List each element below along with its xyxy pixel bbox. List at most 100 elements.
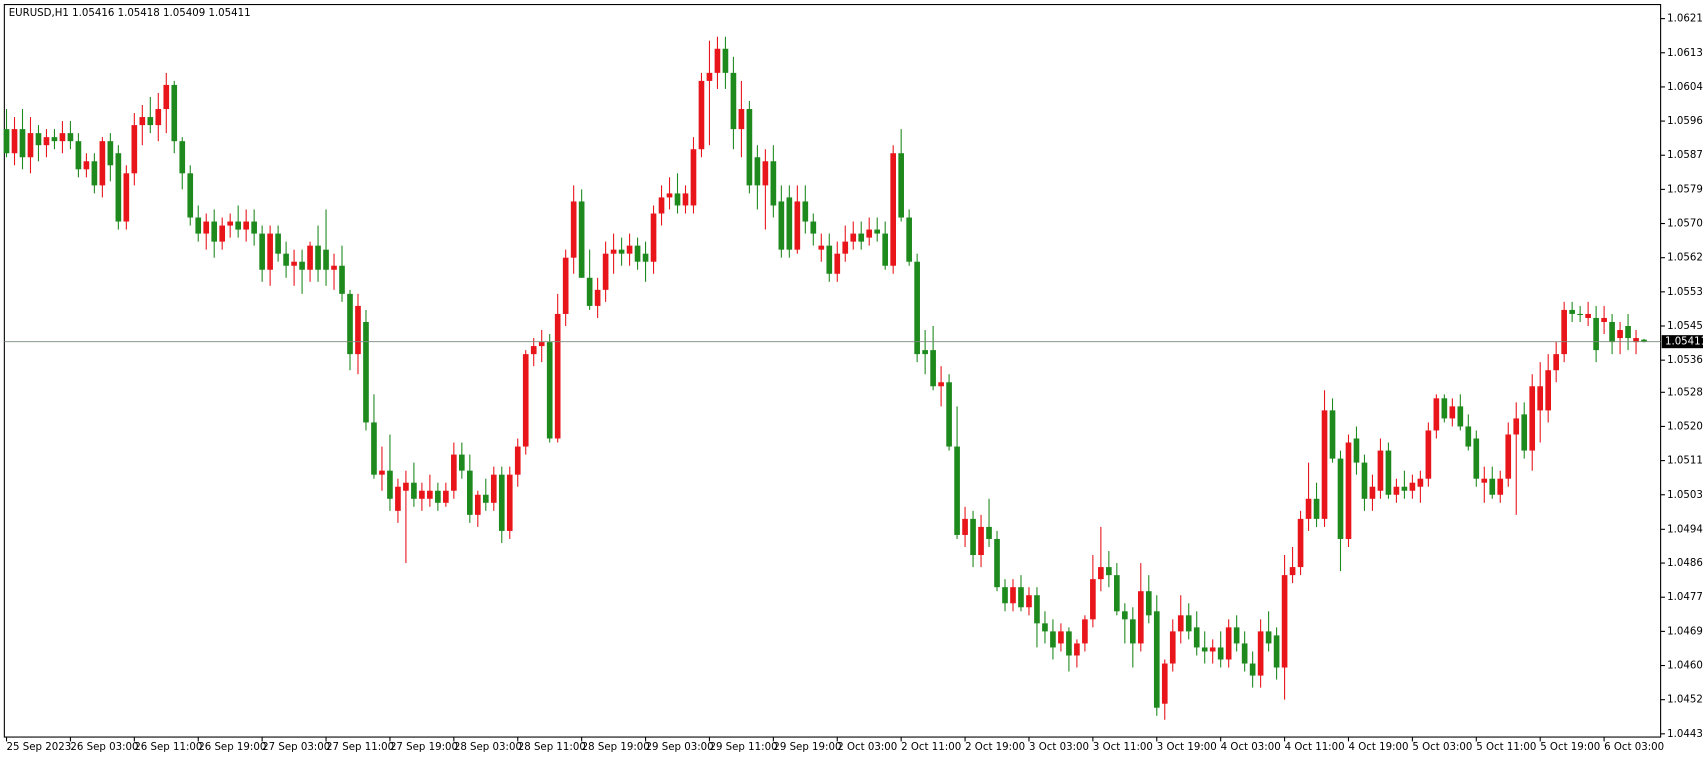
y-tick-label: 1.05450 xyxy=(1667,321,1703,332)
candle-body xyxy=(1265,631,1272,644)
candle-body xyxy=(235,221,241,230)
candle-body xyxy=(1489,478,1496,495)
candle-body xyxy=(1537,386,1544,411)
candle-body xyxy=(962,518,968,535)
candle-body xyxy=(1393,486,1400,495)
candle-body xyxy=(1106,567,1112,576)
candle-body xyxy=(1066,631,1072,656)
candle-body xyxy=(147,117,154,126)
candle-body xyxy=(1641,339,1647,342)
candle-body xyxy=(411,482,417,499)
candle-body xyxy=(107,141,114,166)
candle-body xyxy=(1609,321,1615,343)
candle-body xyxy=(762,161,769,186)
candle-body xyxy=(59,133,66,142)
candle-body xyxy=(1114,575,1120,612)
candle-body xyxy=(650,213,657,262)
candle-body xyxy=(714,48,721,73)
candle-body xyxy=(466,470,473,515)
candle-body xyxy=(219,225,226,242)
candle-body xyxy=(810,221,817,234)
x-tick-label: 28 Sep 19:00 xyxy=(582,742,650,753)
candle-body xyxy=(355,305,361,355)
candle-body xyxy=(514,446,521,475)
candle-body xyxy=(203,221,210,234)
candle-body xyxy=(1209,647,1216,652)
candle-body xyxy=(1010,587,1016,604)
plot-frame xyxy=(3,4,1662,738)
candle-body xyxy=(379,470,385,475)
y-tick-label: 1.04605 xyxy=(1667,661,1703,672)
candle-body xyxy=(339,265,345,294)
x-tick-label: 29 Sep 03:00 xyxy=(646,742,714,753)
candle-body xyxy=(435,490,441,503)
x-tick-label: 29 Sep 19:00 xyxy=(773,742,841,753)
candle-body xyxy=(898,153,904,218)
candle-body xyxy=(882,233,889,266)
candle-body xyxy=(99,141,106,186)
candle-body xyxy=(1217,647,1224,660)
candle-body xyxy=(1577,313,1583,316)
candle-body xyxy=(706,72,713,81)
candle-body xyxy=(1521,414,1528,451)
candle-body xyxy=(546,342,553,439)
candle-body xyxy=(1161,663,1168,704)
candle-body xyxy=(1409,482,1416,491)
candle-body xyxy=(1289,567,1296,576)
candle-body xyxy=(1233,627,1240,644)
candle-body xyxy=(19,129,26,158)
candle-body xyxy=(331,265,337,270)
candle-body xyxy=(163,84,170,110)
y-tick-label: 1.05790 xyxy=(1667,184,1703,195)
candle-body xyxy=(586,277,593,306)
candle-body xyxy=(730,72,737,130)
candle-body xyxy=(1553,354,1560,371)
candle-body xyxy=(594,289,601,306)
candle-body xyxy=(1529,386,1536,451)
x-tick-label: 26 Sep 19:00 xyxy=(198,742,266,753)
candle-body xyxy=(554,313,561,439)
candle-body xyxy=(938,382,944,387)
candle-body xyxy=(1273,635,1280,668)
candle-body xyxy=(1593,317,1599,351)
candle-body xyxy=(930,350,936,387)
y-tick-label: 1.05620 xyxy=(1667,253,1703,264)
y-tick-label: 1.05875 xyxy=(1667,150,1703,161)
candle-body xyxy=(1625,326,1631,339)
candle-body xyxy=(1050,631,1056,648)
candle-body xyxy=(1505,434,1512,479)
candle-body xyxy=(43,137,50,146)
candle-body xyxy=(746,109,753,186)
x-tick-label: 2 Oct 19:00 xyxy=(965,742,1025,753)
candle-body xyxy=(1473,438,1480,479)
candle-body xyxy=(427,490,433,499)
candle-body xyxy=(1457,406,1464,427)
x-tick-label: 4 Oct 03:00 xyxy=(1221,742,1281,753)
candle-body xyxy=(1257,631,1264,676)
candle-body xyxy=(1361,462,1368,499)
candle-body xyxy=(387,470,393,499)
candle-body xyxy=(1569,309,1575,314)
candle-body xyxy=(642,253,649,262)
candle-body xyxy=(922,350,928,355)
candle-body xyxy=(1002,587,1008,604)
candle-body xyxy=(1177,615,1184,632)
candle-body xyxy=(610,249,617,254)
candle-body xyxy=(227,221,234,226)
candle-body xyxy=(1321,410,1328,519)
candle-body xyxy=(1369,486,1376,499)
candle-body xyxy=(634,245,641,262)
candle-body xyxy=(1074,643,1080,656)
y-tick-label: 1.04860 xyxy=(1667,558,1703,569)
candle-body xyxy=(11,129,18,154)
candle-body xyxy=(1305,498,1312,519)
candle-body xyxy=(115,153,122,222)
x-tick-label: 2 Oct 03:00 xyxy=(837,742,897,753)
candle-body xyxy=(890,153,897,266)
y-tick-label: 1.05365 xyxy=(1667,355,1703,366)
candle-body xyxy=(1122,611,1128,620)
candle-body xyxy=(666,193,673,198)
candle-body xyxy=(83,161,90,170)
candle-body xyxy=(722,48,729,73)
candle-body xyxy=(1377,450,1384,491)
